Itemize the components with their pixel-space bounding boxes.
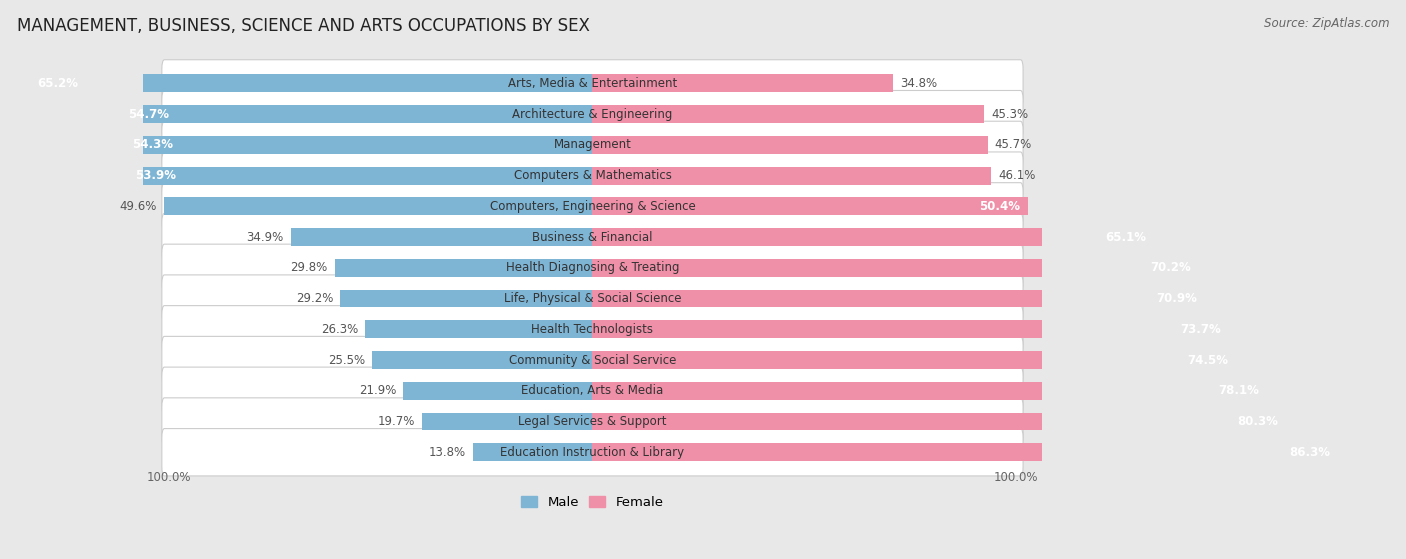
Text: Architecture & Engineering: Architecture & Engineering bbox=[512, 108, 672, 121]
FancyBboxPatch shape bbox=[162, 214, 1024, 260]
FancyBboxPatch shape bbox=[162, 244, 1024, 291]
Text: 34.9%: 34.9% bbox=[246, 231, 284, 244]
FancyBboxPatch shape bbox=[162, 60, 1024, 107]
Text: 100.0%: 100.0% bbox=[148, 471, 191, 484]
Text: 46.1%: 46.1% bbox=[998, 169, 1035, 182]
Text: 65.2%: 65.2% bbox=[38, 77, 79, 90]
Text: 34.8%: 34.8% bbox=[900, 77, 938, 90]
Text: 13.8%: 13.8% bbox=[429, 446, 467, 459]
Bar bbox=[592, 136, 987, 154]
Text: 70.2%: 70.2% bbox=[1150, 261, 1191, 274]
FancyBboxPatch shape bbox=[162, 398, 1024, 445]
Bar bbox=[291, 228, 592, 246]
Text: Health Diagnosing & Treating: Health Diagnosing & Treating bbox=[506, 261, 679, 274]
Text: 73.7%: 73.7% bbox=[1181, 323, 1220, 336]
Text: 78.1%: 78.1% bbox=[1218, 384, 1260, 397]
Bar bbox=[404, 382, 592, 400]
Text: 19.7%: 19.7% bbox=[378, 415, 415, 428]
Text: 54.3%: 54.3% bbox=[132, 139, 173, 151]
Text: Computers & Mathematics: Computers & Mathematics bbox=[513, 169, 672, 182]
Bar bbox=[592, 320, 1230, 338]
Text: 74.5%: 74.5% bbox=[1187, 353, 1227, 367]
FancyBboxPatch shape bbox=[162, 367, 1024, 414]
Legend: Male, Female: Male, Female bbox=[516, 491, 669, 514]
FancyBboxPatch shape bbox=[162, 121, 1024, 169]
Bar bbox=[592, 228, 1156, 246]
FancyBboxPatch shape bbox=[162, 152, 1024, 200]
FancyBboxPatch shape bbox=[162, 91, 1024, 138]
Bar bbox=[474, 443, 592, 461]
Text: Education, Arts & Media: Education, Arts & Media bbox=[522, 384, 664, 397]
Text: 29.2%: 29.2% bbox=[295, 292, 333, 305]
FancyBboxPatch shape bbox=[162, 183, 1024, 230]
Text: Health Technologists: Health Technologists bbox=[531, 323, 654, 336]
Text: Community & Social Service: Community & Social Service bbox=[509, 353, 676, 367]
Text: Management: Management bbox=[554, 139, 631, 151]
Text: 45.7%: 45.7% bbox=[994, 139, 1032, 151]
FancyBboxPatch shape bbox=[162, 429, 1024, 476]
Text: 45.3%: 45.3% bbox=[991, 108, 1028, 121]
Bar bbox=[592, 74, 893, 92]
Bar bbox=[592, 290, 1205, 307]
Text: Business & Financial: Business & Financial bbox=[533, 231, 652, 244]
Text: 53.9%: 53.9% bbox=[135, 169, 176, 182]
Bar bbox=[122, 136, 592, 154]
Bar bbox=[340, 290, 592, 307]
Bar bbox=[592, 382, 1268, 400]
Bar bbox=[335, 259, 592, 277]
Text: Life, Physical & Social Science: Life, Physical & Social Science bbox=[503, 292, 682, 305]
Bar bbox=[592, 351, 1237, 369]
FancyBboxPatch shape bbox=[162, 306, 1024, 353]
Bar bbox=[28, 74, 592, 92]
Bar bbox=[592, 259, 1199, 277]
Text: 65.1%: 65.1% bbox=[1105, 231, 1147, 244]
Text: 21.9%: 21.9% bbox=[359, 384, 396, 397]
Text: 80.3%: 80.3% bbox=[1237, 415, 1278, 428]
Text: Source: ZipAtlas.com: Source: ZipAtlas.com bbox=[1264, 17, 1389, 30]
Bar bbox=[127, 167, 592, 184]
Text: MANAGEMENT, BUSINESS, SCIENCE AND ARTS OCCUPATIONS BY SEX: MANAGEMENT, BUSINESS, SCIENCE AND ARTS O… bbox=[17, 17, 589, 35]
Text: 25.5%: 25.5% bbox=[328, 353, 366, 367]
Text: 86.3%: 86.3% bbox=[1289, 446, 1330, 459]
Bar bbox=[592, 413, 1286, 430]
Bar bbox=[163, 197, 592, 215]
Text: Computers, Engineering & Science: Computers, Engineering & Science bbox=[489, 200, 696, 213]
FancyBboxPatch shape bbox=[162, 337, 1024, 383]
Bar bbox=[120, 105, 592, 123]
Text: 50.4%: 50.4% bbox=[979, 200, 1019, 213]
Bar bbox=[422, 413, 592, 430]
FancyBboxPatch shape bbox=[162, 275, 1024, 322]
Bar bbox=[366, 320, 592, 338]
Bar bbox=[592, 197, 1028, 215]
Bar bbox=[592, 443, 1339, 461]
Text: 70.9%: 70.9% bbox=[1156, 292, 1197, 305]
Text: Legal Services & Support: Legal Services & Support bbox=[519, 415, 666, 428]
Bar bbox=[373, 351, 592, 369]
Text: 29.8%: 29.8% bbox=[291, 261, 328, 274]
Text: 49.6%: 49.6% bbox=[120, 200, 156, 213]
Bar bbox=[592, 105, 984, 123]
Text: 100.0%: 100.0% bbox=[993, 471, 1038, 484]
Text: 54.7%: 54.7% bbox=[128, 108, 169, 121]
Bar bbox=[592, 167, 991, 184]
Text: 26.3%: 26.3% bbox=[321, 323, 359, 336]
Text: Arts, Media & Entertainment: Arts, Media & Entertainment bbox=[508, 77, 678, 90]
Text: Education Instruction & Library: Education Instruction & Library bbox=[501, 446, 685, 459]
